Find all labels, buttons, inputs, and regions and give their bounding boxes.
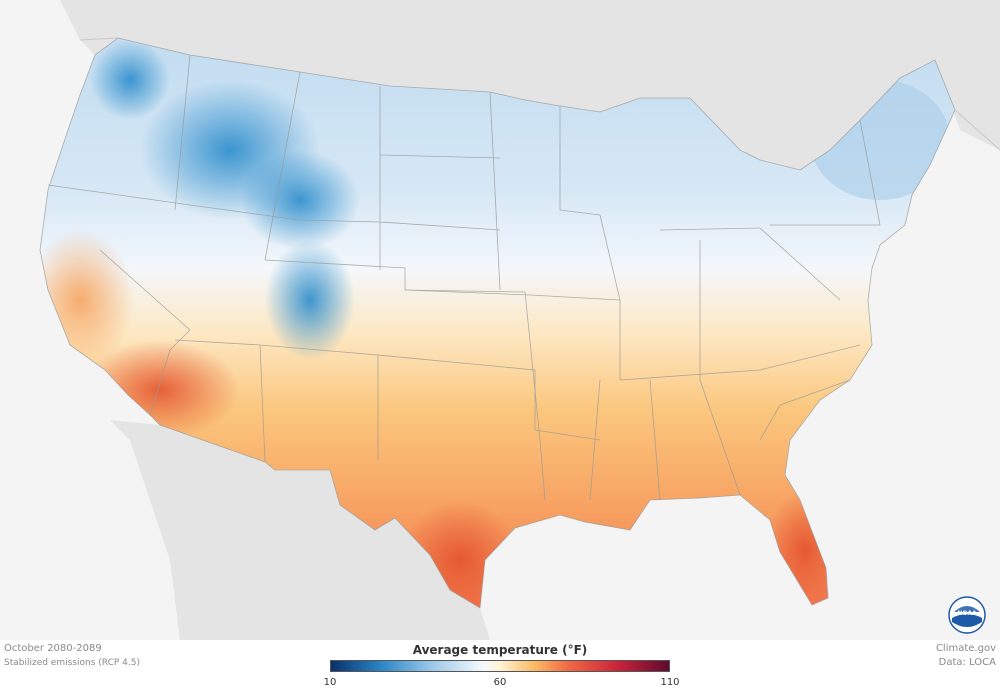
legend-tick-min: 10 bbox=[323, 677, 337, 688]
temperature-map bbox=[0, 0, 1000, 640]
legend-tick-mid: 60 bbox=[493, 677, 507, 688]
state-borders bbox=[39, 37, 956, 609]
neighbor-borders bbox=[79, 37, 1000, 151]
legend-title: Average temperature (°F) bbox=[412, 643, 588, 657]
credit-site: Climate.gov bbox=[935, 643, 996, 654]
period-label: October 2080-2089 bbox=[4, 643, 102, 654]
color-scale-bar bbox=[330, 660, 670, 672]
map-caption: October 2080-2089 Stabilized emissions (… bbox=[4, 642, 140, 670]
footer: October 2080-2089 Stabilized emissions (… bbox=[0, 640, 1000, 690]
mexico-landmass bbox=[110, 420, 490, 640]
svg-text:NOAA: NOAA bbox=[957, 610, 977, 617]
map-area: NOAA bbox=[0, 0, 1000, 640]
noaa-logo: NOAA bbox=[948, 596, 986, 634]
credit-data: Data: LOCA bbox=[938, 657, 996, 668]
scenario-label: Stabilized emissions (RCP 4.5) bbox=[4, 658, 140, 668]
canada-landmass bbox=[60, 0, 1000, 170]
legend-tick-max: 110 bbox=[660, 677, 680, 688]
credits: Climate.gov Data: LOCA bbox=[936, 642, 996, 670]
